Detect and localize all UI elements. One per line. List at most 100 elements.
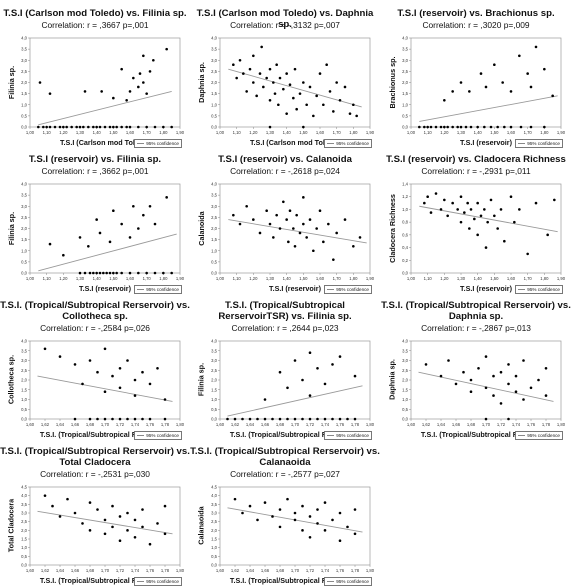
data-point	[73, 511, 77, 515]
chart-title: T.S.I (reservoir) vs. Calanoida	[218, 154, 352, 165]
data-point	[125, 125, 128, 129]
data-point	[88, 271, 92, 275]
data-point	[170, 271, 173, 275]
data-point	[288, 209, 292, 212]
data-point	[286, 386, 289, 390]
data-point	[331, 417, 334, 421]
data-point	[305, 103, 308, 107]
x-tick-label: 1,60	[126, 130, 135, 135]
data-point	[108, 271, 112, 275]
data-point	[95, 125, 98, 129]
x-tick-label: 1,78	[542, 422, 551, 427]
data-point	[346, 417, 349, 421]
data-point	[98, 125, 102, 129]
data-point	[451, 90, 454, 93]
data-point	[272, 236, 275, 239]
x-tick-label: 1,78	[161, 422, 170, 427]
y-tick-label: 3,5	[211, 348, 217, 353]
scatter-panel: T.S.I. (Tropical/Subtropical Rerservoir)…	[0, 440, 190, 586]
x-axis-label: T.S.I (reservoir)	[460, 138, 512, 147]
x-tick-label: 1,30	[266, 276, 275, 281]
x-tick-label: 1,80	[349, 130, 358, 135]
data-point	[278, 227, 282, 230]
data-point	[507, 382, 510, 386]
data-point	[152, 58, 155, 62]
data-point	[163, 417, 167, 421]
data-point	[316, 508, 319, 511]
data-point	[509, 125, 513, 129]
y-tick-label: 1,5	[21, 387, 27, 392]
data-point	[293, 359, 297, 362]
data-point	[489, 125, 493, 129]
data-point	[271, 515, 274, 518]
data-point	[301, 529, 304, 532]
legend: 95% confidence	[134, 431, 182, 440]
x-axis-label: T.S.I. (Tropical/Subtropical Rerservoir)	[39, 576, 171, 585]
x-tick-label: 1,68	[276, 568, 285, 573]
x-tick-label: 1,10	[233, 130, 242, 135]
x-tick-label: 1,50	[299, 130, 308, 135]
x-tick-label: 1,72	[116, 568, 125, 573]
y-tick-label: 3,0	[211, 358, 217, 363]
y-tick-label: 4,0	[211, 493, 217, 498]
data-point	[301, 378, 304, 382]
y-tick-label: 2,0	[21, 378, 27, 383]
x-tick-label: 1,60	[507, 276, 516, 281]
data-point	[132, 204, 135, 208]
data-point	[479, 72, 483, 75]
x-tick-label: 1,90	[557, 276, 566, 281]
plot-area: 0,0 0,5 1,0 1,5 2,0 2,5 3,0 3,5 4,0 1,00 1,10 1,20 1…	[402, 36, 566, 136]
data-point	[105, 271, 108, 275]
data-point	[163, 398, 167, 401]
data-point	[492, 394, 495, 397]
x-tick-label: 1,80	[176, 568, 185, 573]
legend-label: 95% confidence	[336, 141, 369, 146]
y-tick-label: 0,0	[21, 125, 27, 130]
data-point	[103, 532, 107, 536]
data-point	[241, 511, 244, 515]
y-tick-label: 4,0	[211, 339, 217, 344]
data-point	[53, 125, 57, 129]
data-point	[78, 236, 82, 239]
x-tick-label: 1,40	[93, 130, 102, 135]
legend-label: 95% confidence	[146, 287, 179, 292]
x-tick-label: 1,90	[366, 130, 375, 135]
data-point	[466, 201, 469, 205]
plot-frame	[29, 37, 181, 128]
data-point	[353, 532, 357, 536]
scatter-panel: T.S.I. (Tropical/Subtropical Rerservoir)…	[190, 440, 380, 586]
legend: 95% confidence	[134, 285, 182, 294]
data-point	[519, 125, 523, 129]
data-point	[133, 417, 137, 421]
data-point	[479, 214, 483, 218]
data-point	[70, 125, 73, 129]
x-tick-label: 1,00	[407, 130, 416, 135]
x-tick-label: 1,76	[146, 422, 155, 427]
y-tick-label: 1,5	[21, 91, 27, 96]
x-tick-label: 1,60	[216, 568, 225, 573]
y-tick-label: 2,0	[402, 378, 408, 383]
legend-swatch	[518, 143, 526, 145]
x-tick-label: 1,64	[56, 568, 65, 573]
data-point	[459, 195, 463, 199]
data-point	[469, 378, 473, 382]
data-point	[316, 367, 319, 370]
data-point	[518, 208, 521, 211]
data-point	[302, 81, 305, 84]
data-point	[126, 529, 129, 532]
scatter-panel: T.S.I (Carlson mod Toledo) vs. Filinia s…	[0, 2, 190, 148]
data-point	[423, 201, 426, 205]
data-point	[513, 220, 516, 224]
x-tick-label: 1,64	[437, 422, 446, 427]
data-point	[233, 497, 237, 501]
data-point	[446, 125, 449, 129]
legend-swatch	[327, 435, 335, 437]
y-tick-label: 1,5	[21, 237, 27, 242]
data-point	[88, 529, 92, 532]
data-point	[58, 515, 62, 518]
legend: 95% confidence	[515, 285, 563, 294]
data-point	[83, 271, 87, 275]
y-tick-label: 0,5	[211, 554, 217, 559]
y-tick-label: 1,5	[211, 537, 217, 542]
regression-line	[37, 375, 173, 402]
